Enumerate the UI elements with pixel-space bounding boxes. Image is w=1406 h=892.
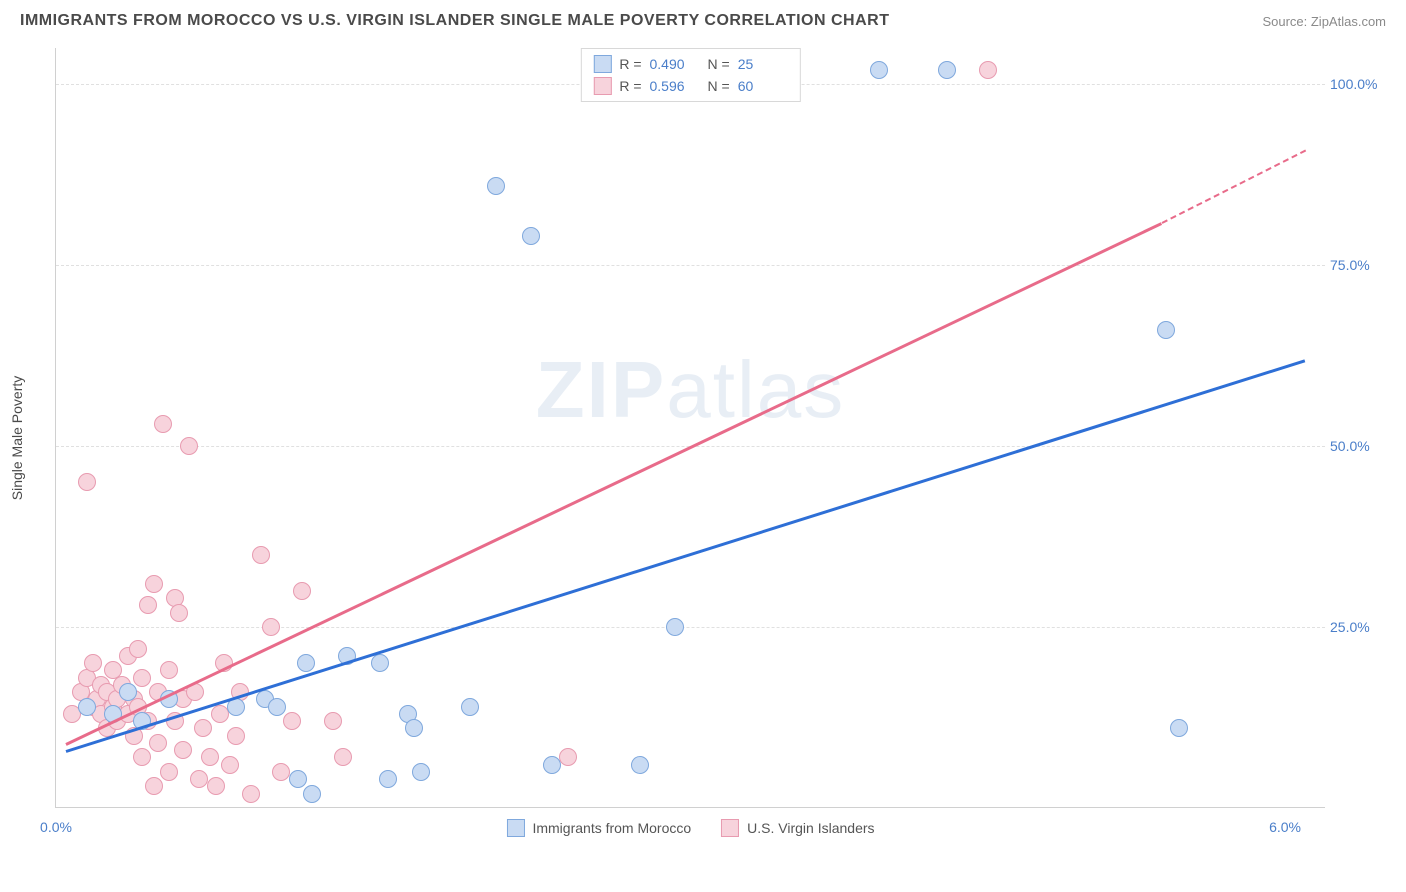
data-point (211, 705, 229, 723)
data-point (154, 415, 172, 433)
trend-line (1162, 149, 1306, 223)
data-point (522, 227, 540, 245)
data-point (160, 763, 178, 781)
data-point (543, 756, 561, 774)
watermark: ZIPatlas (536, 344, 845, 436)
data-point (145, 777, 163, 795)
data-point (119, 683, 137, 701)
data-point (194, 719, 212, 737)
data-point (289, 770, 307, 788)
y-axis-label: Single Male Poverty (9, 376, 25, 501)
data-point (666, 618, 684, 636)
data-point (1170, 719, 1188, 737)
data-point (84, 654, 102, 672)
data-point (334, 748, 352, 766)
data-point (303, 785, 321, 803)
data-point (870, 61, 888, 79)
data-point (145, 575, 163, 593)
data-point (371, 654, 389, 672)
stat-n-value: 25 (738, 56, 788, 72)
data-point (938, 61, 956, 79)
gridline (56, 265, 1325, 266)
data-point (133, 669, 151, 687)
legend-swatch (593, 55, 611, 73)
data-point (487, 177, 505, 195)
chart-area: Single Male Poverty ZIPatlas R =0.490N =… (55, 48, 1385, 828)
data-point (190, 770, 208, 788)
source-label: Source: ZipAtlas.com (1262, 14, 1386, 29)
legend-series: Immigrants from Morocco U.S. Virgin Islan… (506, 819, 874, 837)
stat-r-label: R = (619, 78, 641, 94)
y-tick-label: 25.0% (1330, 619, 1380, 635)
legend-stat-row: R = 0.596 N = 60 (589, 75, 791, 97)
y-tick-label: 50.0% (1330, 438, 1380, 454)
gridline (56, 627, 1325, 628)
data-point (412, 763, 430, 781)
legend-swatch (506, 819, 524, 837)
y-tick-label: 75.0% (1330, 257, 1380, 273)
data-point (379, 770, 397, 788)
legend-label: Immigrants from Morocco (532, 820, 691, 836)
plot-region: ZIPatlas R =0.490N =25R =0.596N =60 Immi… (55, 48, 1325, 808)
data-point (78, 473, 96, 491)
data-point (78, 698, 96, 716)
x-tick-label: 0.0% (40, 819, 72, 835)
data-point (149, 734, 167, 752)
data-point (129, 640, 147, 658)
data-point (293, 582, 311, 600)
chart-title: IMMIGRANTS FROM MOROCCO VS U.S. VIRGIN I… (20, 12, 889, 30)
trend-line (66, 222, 1163, 746)
data-point (170, 604, 188, 622)
data-point (252, 546, 270, 564)
legend-item: U.S. Virgin Islanders (721, 819, 874, 837)
data-point (242, 785, 260, 803)
stat-n-label: N = (708, 78, 730, 94)
header: IMMIGRANTS FROM MOROCCO VS U.S. VIRGIN I… (0, 0, 1406, 38)
data-point (268, 698, 286, 716)
data-point (160, 661, 178, 679)
legend-swatch (593, 77, 611, 95)
legend-stat-row: R = 0.490 N = 25 (589, 53, 791, 75)
stat-n-label: N = (708, 56, 730, 72)
data-point (139, 596, 157, 614)
data-point (221, 756, 239, 774)
data-point (201, 748, 219, 766)
data-point (283, 712, 301, 730)
stat-r-label: R = (619, 56, 641, 72)
legend-swatch (721, 819, 739, 837)
stat-r-value: 0.490 (650, 56, 700, 72)
stat-n-value: 60 (738, 78, 788, 94)
data-point (272, 763, 290, 781)
legend-item: Immigrants from Morocco (506, 819, 691, 837)
legend-label: U.S. Virgin Islanders (747, 820, 874, 836)
data-point (180, 437, 198, 455)
stat-r-value: 0.596 (650, 78, 700, 94)
data-point (297, 654, 315, 672)
data-point (405, 719, 423, 737)
legend-stats: R = 0.490 N = 25 R = 0.596 N = 60 (580, 48, 800, 102)
data-point (1157, 321, 1175, 339)
data-point (559, 748, 577, 766)
y-tick-label: 100.0% (1330, 76, 1380, 92)
data-point (133, 748, 151, 766)
data-point (631, 756, 649, 774)
data-point (324, 712, 342, 730)
data-point (227, 727, 245, 745)
data-point (262, 618, 280, 636)
data-point (174, 741, 192, 759)
data-point (979, 61, 997, 79)
data-point (461, 698, 479, 716)
x-tick-label: 6.0% (1269, 819, 1301, 835)
data-point (207, 777, 225, 795)
